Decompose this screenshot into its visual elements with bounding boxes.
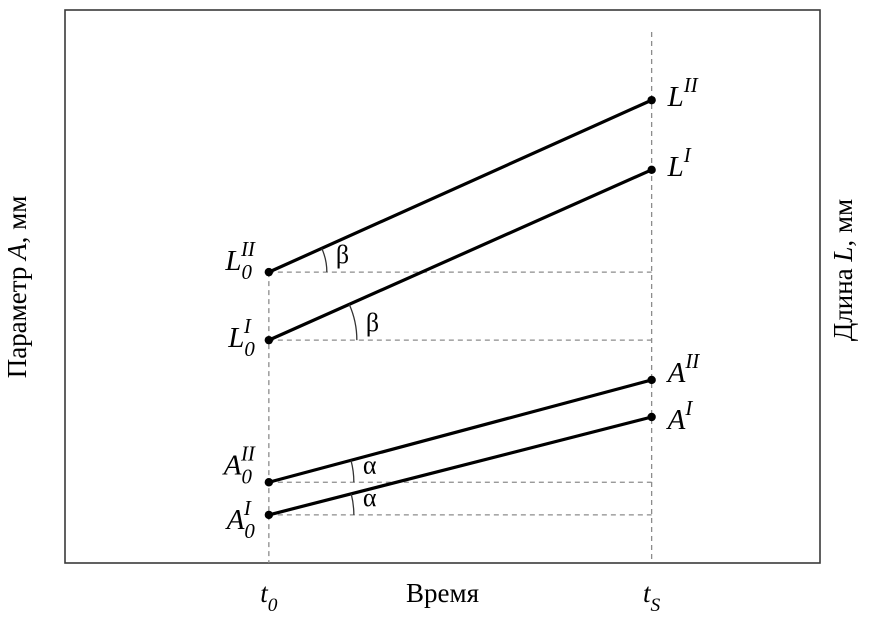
end-point-A-I [647, 412, 656, 422]
series-line-A-II [268, 378, 653, 484]
start-point-A-I [264, 510, 274, 520]
x-tick-0: t0 [260, 578, 278, 616]
series-line-A-I [268, 415, 653, 517]
angle-label-L-I: β [366, 308, 379, 337]
angle-label-A-II: α [363, 450, 377, 479]
angle-label-L-II: β [336, 240, 349, 269]
x-axis-title: Время [406, 578, 479, 608]
y-axis-title-right: Длина L, мм [828, 199, 858, 341]
series-line-L-II [268, 98, 653, 274]
end-label-A-I: AI [666, 396, 694, 436]
angle-arc-A-II [350, 460, 355, 483]
angle-arc-L-II [321, 248, 328, 273]
start-point-A-II [264, 478, 274, 487]
end-label-L-II: LII [667, 73, 699, 113]
end-point-A-II [647, 375, 656, 385]
start-label-A-I: A0I [225, 496, 256, 543]
start-point-L-II [264, 267, 274, 277]
end-point-L-I [647, 165, 656, 175]
angle-arc-L-I [348, 304, 358, 341]
end-label-L-I: LI [667, 143, 692, 183]
start-label-L-II: L0II [224, 237, 256, 284]
end-label-A-II: AII [666, 349, 701, 389]
start-label-A-II: A0II [222, 441, 256, 488]
axis-frame [64, 9, 821, 564]
end-point-L-II [647, 95, 656, 105]
start-label-L-I: L0I [227, 314, 255, 361]
x-tick-S: tS [643, 578, 661, 616]
series-line-L-I [268, 168, 653, 342]
y-axis-title-left: Параметр A, мм [2, 196, 32, 379]
angle-label-A-I: α [363, 483, 377, 512]
start-point-L-I [264, 335, 274, 345]
angle-arc-A-I [350, 493, 355, 515]
